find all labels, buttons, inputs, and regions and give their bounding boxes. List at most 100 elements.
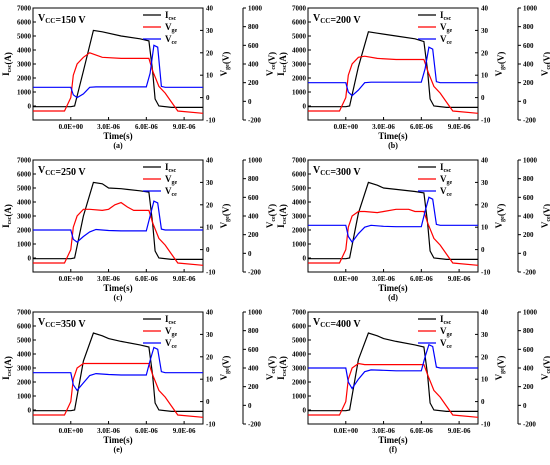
legend-entry: Icsc (440, 10, 452, 22)
left-tick-label: 3000 (17, 213, 32, 221)
panel-title-sub: CC (320, 321, 330, 329)
panel-title-sub: CC (45, 321, 55, 329)
ylabel-left-part: (A) (278, 52, 288, 65)
left-tick-label: 3000 (292, 213, 307, 221)
left-tick-label: 4000 (17, 47, 32, 55)
legend-entry-part: V (440, 174, 447, 184)
right2-tick-label: 200 (523, 383, 534, 391)
legend-entry-sub: csc (444, 16, 452, 22)
right2-tick-label: 1000 (523, 309, 538, 317)
ylabel-right1-sub: ge (225, 64, 231, 70)
legend-entry-part: V (440, 326, 447, 336)
x-tick-label: 9.0E-06 (173, 123, 196, 131)
ylabel-right1-part: (V) (496, 52, 506, 65)
legend-entry-part: I (440, 314, 444, 324)
left-tick-label: 0 (28, 407, 32, 415)
left-tick-label: 0 (28, 103, 32, 111)
left-tick-label: 7000 (292, 5, 307, 13)
legend-entry-part: I (440, 162, 444, 172)
panel-label: (b) (388, 141, 398, 150)
ylabel-right2-sub: ce (546, 64, 550, 70)
x-tick-label: 9.0E-06 (173, 275, 196, 283)
ylabel-right1-part: V (219, 69, 229, 76)
xlabel: Time(s) (103, 435, 132, 445)
right1-tick-label: 0 (481, 246, 485, 254)
right2-tick-label: 1000 (248, 309, 263, 317)
legend-entry: Vce (440, 186, 452, 198)
panel-title: VCC=200 V (313, 13, 361, 26)
x-tick-label: 9.0E-06 (448, 123, 471, 131)
panel-label: (c) (114, 293, 123, 302)
right2-tick-label: -200 (523, 117, 536, 125)
left-tick-label: 5000 (292, 185, 307, 193)
right2-tick-label: 400 (523, 213, 534, 221)
right1-tick-label: 10 (481, 376, 489, 384)
left-tick-label: 5000 (292, 337, 307, 345)
x-tick-label: 3.0E-06 (97, 275, 120, 283)
x-tick-label: 3.0E-06 (372, 427, 395, 435)
ylabel-left-sub: csc (7, 368, 13, 376)
right1-tick-label: 10 (481, 72, 489, 80)
panel-title-part: V (38, 317, 46, 328)
x-tick-label: 0.0E+00 (59, 275, 84, 283)
right2-tick-label: 800 (523, 23, 534, 31)
ylabel-right2-part: V (540, 373, 550, 380)
right1-tick-label: 40 (481, 157, 489, 165)
x-tick-label: 0.0E+00 (59, 427, 84, 435)
legend-entry: Vge (165, 326, 178, 338)
left-tick-label: 2000 (292, 75, 307, 83)
left-tick-label: 5000 (17, 185, 32, 193)
ylabel-right2-sub: ce (546, 216, 550, 222)
x-tick-label: 6.0E-06 (135, 427, 158, 435)
ylabel-left-part: (A) (3, 52, 13, 65)
ylabel-left-sub: csc (282, 64, 288, 72)
ylabel-right1-sub: ge (500, 64, 506, 70)
legend-entry: Icsc (440, 314, 452, 326)
panel-title-part: =400 V (330, 319, 361, 330)
ylabel-right2-sub: ce (271, 64, 277, 70)
right1-tick-label: 0 (206, 398, 210, 406)
right1-tick-label: -10 (206, 117, 216, 125)
panel-title: VCC=150 V (38, 13, 86, 26)
right2-tick-label: 0 (523, 402, 527, 410)
legend-entry-sub: ce (447, 192, 453, 198)
panel-title: VCC=300 V (313, 165, 361, 178)
left-tick-label: 7000 (292, 309, 307, 317)
panel-title: VCC=400 V (313, 317, 361, 330)
ylabel-right2: Vce(V) (540, 204, 550, 228)
ylabel-right2-part: V (265, 221, 275, 228)
x-tick-label: 0.0E+00 (59, 123, 84, 131)
legend-entry-sub: ce (172, 192, 178, 198)
panel-4: 01000200030004000500060007000-1001020304… (276, 157, 550, 303)
right2-tick-label: 0 (523, 98, 527, 106)
panel-title-part: V (313, 317, 321, 328)
legend-entry-part: V (440, 186, 447, 196)
legend-entry: Vge (165, 22, 178, 34)
right2-tick-label: -200 (523, 269, 536, 277)
panel-title-sub: CC (320, 17, 330, 25)
ylabel-left: Icsc(A) (276, 52, 288, 76)
ylabel-right1-sub: ge (500, 368, 506, 374)
right2-tick-label: 800 (248, 175, 259, 183)
right1-tick-label: 0 (481, 398, 485, 406)
series-line-icsc (33, 181, 203, 260)
legend-entry: Vce (440, 34, 452, 46)
ylabel-left-part: (A) (278, 204, 288, 217)
right2-tick-label: 0 (248, 402, 252, 410)
ylabel-right1-part: V (494, 373, 504, 380)
legend-entry-sub: ce (447, 40, 453, 46)
right2-tick-label: -200 (248, 421, 261, 429)
left-tick-label: 7000 (17, 309, 32, 317)
ylabel-left-part: I (276, 224, 286, 228)
legend-entry: Icsc (440, 162, 452, 174)
legend-entry-part: I (165, 10, 169, 20)
x-tick-label: 6.0E-06 (135, 275, 158, 283)
legend-entry: Vge (440, 174, 453, 186)
ylabel-left: Icsc(A) (1, 356, 13, 380)
right1-tick-label: 0 (206, 94, 210, 102)
series-line-vge (308, 208, 478, 266)
ylabel-right2-part: V (540, 221, 550, 228)
ylabel-right2-sub: ce (271, 216, 277, 222)
right1-tick-label: 10 (206, 224, 214, 232)
legend-entry: Icsc (165, 10, 177, 22)
